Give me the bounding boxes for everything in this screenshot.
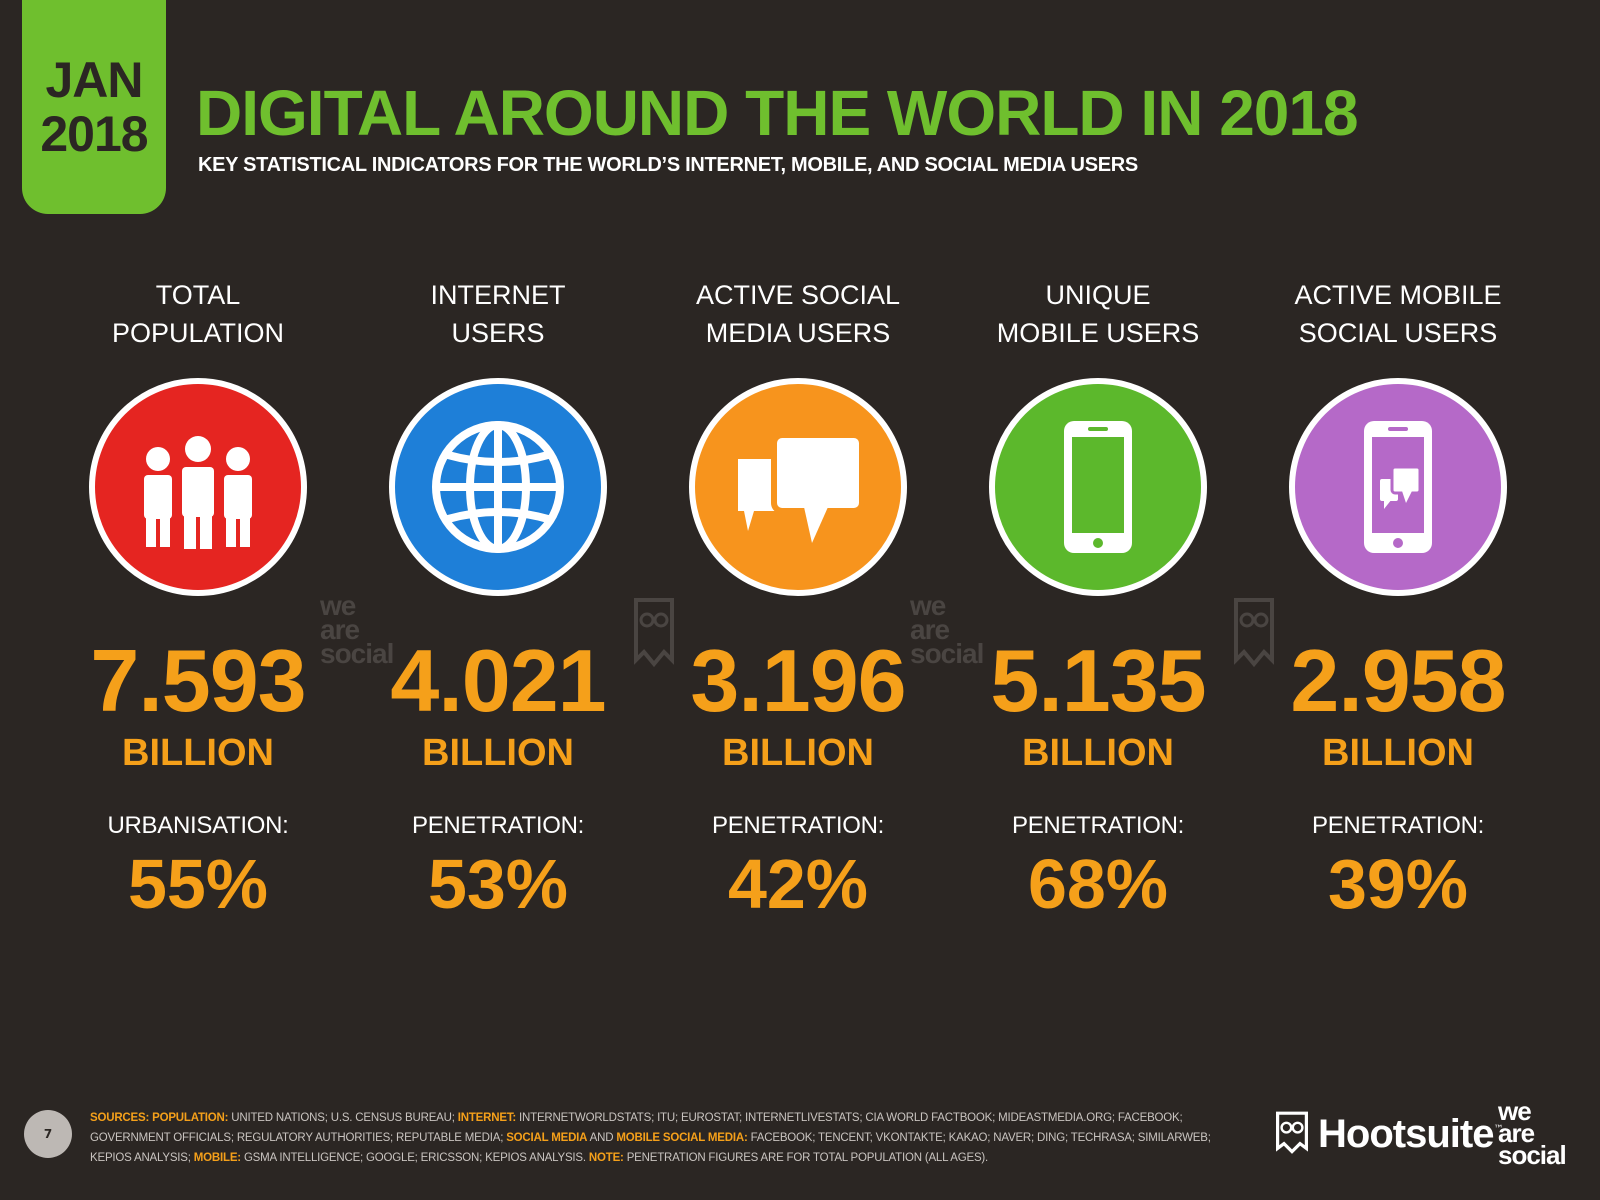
stat-label: ACTIVE MOBILE SOCIAL USERS: [1294, 280, 1502, 348]
we-are-social-watermark: we are social: [320, 590, 394, 669]
hootsuite-wordmark: Hootsuite: [1318, 1111, 1494, 1156]
hootsuite-owl-watermark-icon: [634, 598, 674, 668]
stat-label: INTERNET USERS: [430, 280, 566, 348]
stat-unit: BILLION: [1322, 732, 1474, 774]
sources-label: SOURCES:: [90, 1112, 150, 1124]
stats-columns: TOTAL POPULATION 7.593 BILLION URBANISAT…: [48, 276, 1548, 1036]
page-title: DIGITAL AROUND THE WORLD IN 2018: [196, 77, 1359, 149]
stat-metric-label: URBANISATION:: [107, 812, 289, 839]
population-source-label: POPULATION:: [152, 1112, 229, 1124]
stat-metric-value: 42%: [727, 845, 869, 923]
stat-label: ACTIVE SOCIAL MEDIA USERS: [695, 280, 901, 348]
stat-label: TOTAL POPULATION: [111, 280, 285, 348]
trademark-symbol: ™: [1493, 1124, 1504, 1135]
social-source-label: SOCIAL MEDIA: [506, 1132, 588, 1144]
stat-icon-circle: [389, 378, 607, 596]
and-text: AND: [589, 1132, 614, 1144]
social-source-text: FACEBOOK; TENCENT; VKONTAKTE; KAKAO; NAV…: [90, 1132, 1211, 1164]
stat-unit: BILLION: [722, 732, 874, 774]
stat-metric-value: 68%: [1027, 845, 1169, 923]
stat-value: 7.593: [90, 631, 306, 730]
we-are-social-watermark: we are social: [910, 590, 984, 669]
stat-value: 2.958: [1290, 631, 1506, 730]
page-number: 7: [24, 1110, 72, 1158]
page-subtitle: KEY STATISTICAL INDICATORS FOR THE WORLD…: [198, 154, 1138, 176]
stat-label: UNIQUE MOBILE USERS: [996, 280, 1200, 348]
stat-value: 4.021: [390, 631, 606, 730]
stat-unit: BILLION: [122, 732, 274, 774]
hootsuite-logo: Hootsuite ™: [1274, 1110, 1503, 1158]
stat-metric-label: PENETRATION:: [1312, 812, 1484, 839]
stat-active-mobile-social-users: ACTIVE MOBILE SOCIAL USERS 2.958 BILLION…: [1248, 276, 1548, 1036]
note-label: NOTE:: [588, 1152, 624, 1164]
stat-unique-mobile-users: UNIQUE MOBILE USERS 5.135 BILLION PENETR…: [948, 276, 1248, 1036]
stat-metric-value: 39%: [1327, 845, 1469, 923]
stat-icon-circle: [989, 378, 1207, 596]
stat-value: 3.196: [690, 631, 906, 730]
stat-metric-value: 53%: [427, 845, 569, 923]
stat-active-social-media-users: ACTIVE SOCIAL MEDIA USERS 3.196 BILLION …: [648, 276, 948, 1036]
internet-source-text: INTERNETWORLDSTATS; ITU; EUROSTAT; INTER…: [90, 1112, 1183, 1144]
internet-source-label: INTERNET:: [457, 1112, 517, 1124]
chat-bubbles-icon: [738, 432, 865, 543]
mobile-phone-icon: [1064, 421, 1132, 553]
mobile-source-label: MOBILE:: [193, 1152, 241, 1164]
stat-unit: BILLION: [1022, 732, 1174, 774]
stat-metric-label: PENETRATION:: [1012, 812, 1184, 839]
mobile-source-text: GSMA INTELLIGENCE; GOOGLE; ERICSSON; KEP…: [243, 1152, 586, 1164]
we-are-social-logo: we are social: [1498, 1096, 1567, 1170]
date-month: JAN: [45, 52, 143, 108]
stat-icon-circle: [89, 378, 307, 596]
stat-unit: BILLION: [422, 732, 574, 774]
stat-metric-label: PENETRATION:: [412, 812, 584, 839]
stat-internet-users: INTERNET USERS 4.021 BILLION PENETRATION…: [348, 276, 648, 1036]
stat-icon-circle: [689, 378, 907, 596]
hootsuite-owl-icon: [1276, 1111, 1308, 1154]
population-source-text: UNITED NATIONS; U.S. CENSUS BUREAU;: [231, 1112, 455, 1124]
mobile-chat-icon: [1364, 421, 1432, 553]
hootsuite-owl-watermark-icon: [1234, 598, 1274, 668]
date-year: 2018: [40, 106, 148, 162]
globe-icon: [432, 421, 564, 553]
date-badge: JAN 2018: [22, 0, 166, 214]
sources-footnote: SOURCES: POPULATION: UNITED NATIONS; U.S…: [90, 1108, 1220, 1168]
stat-value: 5.135: [990, 631, 1206, 730]
stat-total-population: TOTAL POPULATION 7.593 BILLION URBANISAT…: [48, 276, 348, 1036]
stat-metric-label: PENETRATION:: [712, 812, 884, 839]
note-text: PENETRATION FIGURES ARE FOR TOTAL POPULA…: [626, 1152, 989, 1164]
stat-icon-circle: [1289, 378, 1507, 596]
people-icon: [144, 436, 252, 549]
stat-metric-value: 55%: [127, 845, 269, 923]
mobile-social-source-label: MOBILE SOCIAL MEDIA:: [616, 1132, 748, 1144]
